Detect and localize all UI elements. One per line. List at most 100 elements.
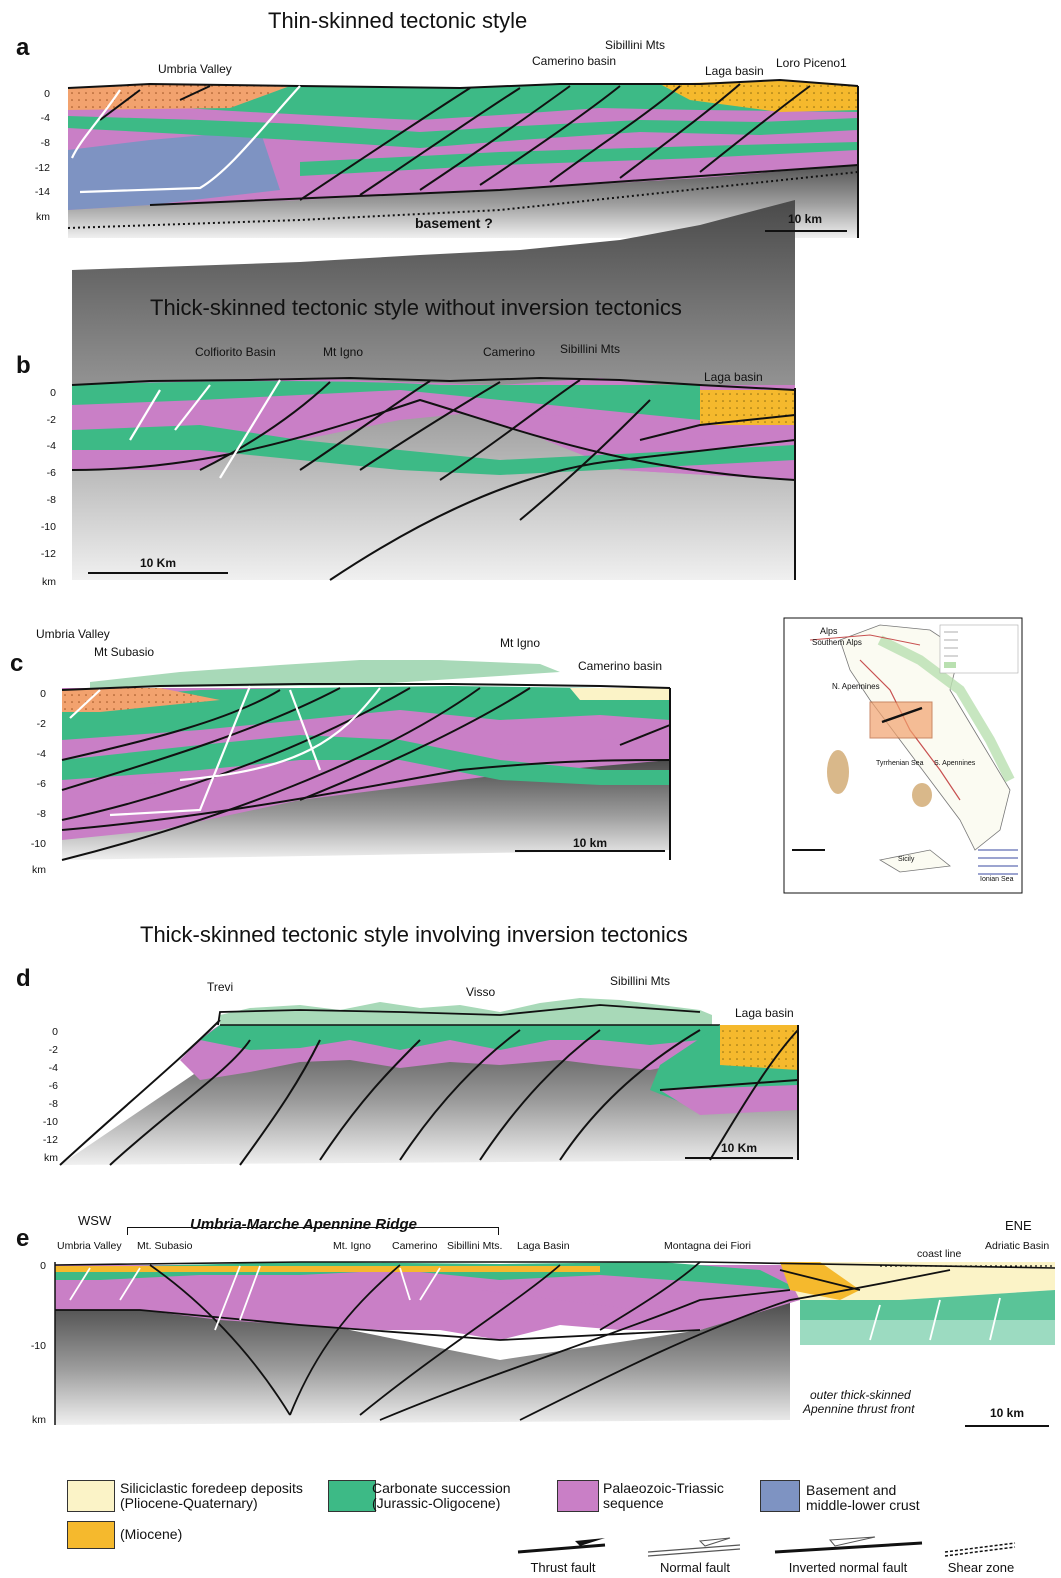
panel-d-section [59,998,799,1166]
panel-d-carbonate [200,1025,720,1050]
legend-miocene: (Miocene) [120,1526,183,1542]
label-camerino-basin-a: Camerino basin [532,54,617,68]
scalebar-b [88,572,228,574]
label-camerino-basin-c: Camerino basin [578,659,663,673]
tick-e-10: -10 [30,1340,46,1352]
legend-basement-2: middle-lower crust [806,1497,920,1513]
panel-letter-c: c [10,650,24,677]
legend-swatch-basement [760,1480,800,1512]
scalebar-e [965,1425,1049,1427]
inset-map [783,617,1023,894]
panel-c-carbonate-eroded [90,660,560,688]
legend-basement-1: Basement and [806,1482,897,1498]
label-mt-subasio-c: Mt Subasio [94,645,155,659]
legend-palaeozoic-2: sequence [603,1495,664,1511]
label-ridge: Umbria-Marche Apennine Ridge [190,1216,417,1233]
tick-c-6: -6 [36,778,46,790]
label-ene: ENE [1005,1218,1032,1233]
tick-e-km: km [32,1414,46,1426]
scale-b: 10 Km [139,556,177,570]
label-laga-d: Laga basin [735,1006,794,1020]
tick-b-4: -4 [46,440,56,452]
label-sibillini-e: Sibillini Mts. [447,1240,503,1252]
tick-b-km: km [42,576,56,588]
tick-d-12: -12 [42,1134,58,1146]
tick-a-0: 0 [44,88,50,100]
label-umbria-valley-a: Umbria Valley [158,62,232,76]
tick-d-10: -10 [42,1116,58,1128]
label-coast-line: coast line [917,1248,962,1260]
label-laga-a: Laga basin [705,64,764,78]
label-sibillini-b: Sibillini Mts [560,342,621,356]
label-montagna-dei-fiori: Montagna dei Fiori [664,1240,751,1252]
tick-c-km: km [32,864,46,876]
scale-d: 10 Km [720,1141,758,1155]
label-camerino-e: Camerino [392,1240,438,1252]
map-label-alps: Alps [820,626,838,636]
map-label-tyrrhenian: Tyrrhenian Sea [876,760,924,767]
legend-swatch-palaeozoic [557,1480,599,1512]
legend-carbonate-2: (Jurassic-Oligocene) [372,1495,501,1511]
tick-a-12: -12 [34,162,50,174]
tick-a-4: -4 [40,112,50,124]
map-label-n-apennines: N. Apennines [832,682,880,691]
label-colfiorito: Colfiorito Basin [195,345,276,359]
tick-c-4: -4 [36,748,46,760]
legend-siliciclastic-2: (Pliocene-Quaternary) [120,1495,258,1511]
label-umbria-valley-e: Umbria Valley [57,1240,122,1252]
tick-d-km: km [44,1152,58,1164]
scale-a: 10 km [787,212,823,226]
tick-a-14: -14 [34,186,50,198]
scalebar-c [515,850,665,852]
tick-c-10: -10 [30,838,46,850]
tick-d-0: 0 [52,1026,58,1038]
label-mt-igno-e: Mt. Igno [333,1240,371,1252]
tick-c-8: -8 [36,808,46,820]
label-visso: Visso [466,985,496,999]
legend-shear-zone: Shear zone [947,1560,1015,1575]
tick-b-6: -6 [46,467,56,479]
label-basement: basement ? [415,215,493,231]
scale-c: 10 km [572,836,608,850]
tick-a-km: km [36,211,50,223]
scale-e: 10 km [989,1406,1025,1420]
tick-c-0: 0 [40,688,46,700]
tick-b-10: -10 [40,521,56,533]
label-adriatic: Adriatic Basin [985,1240,1050,1252]
tick-d-4: -4 [48,1062,58,1074]
tick-b-12: -12 [40,548,56,560]
map-label-southern-alps: Southern Alps [812,638,862,647]
panel-b-carbonate [72,385,700,420]
tick-c-2: -2 [36,718,46,730]
tick-b-0: 0 [50,387,56,399]
label-sibillini-a: Sibillini Mts [605,38,666,52]
panel-a-carbonate-low [300,142,858,176]
panel-letter-a: a [16,34,30,61]
panel-letter-d: d [16,965,31,992]
tick-b-2: -2 [46,414,56,426]
legend-symbols [517,1536,1016,1557]
label-camerino-b: Camerino [483,345,536,359]
ridge-bracket [127,1227,499,1235]
map-label-sicily: Sicily [898,856,915,863]
tick-b-8: -8 [46,494,56,506]
title-thick-skinned-inversion: Thick-skinned tectonic style involving i… [140,922,688,947]
label-laga-e: Laga Basin [517,1240,570,1252]
tick-d-2: -2 [48,1044,58,1056]
label-front-2: Apennine thrust front [803,1402,915,1416]
label-sibillini-d: Sibillini Mts [610,974,671,988]
panel-e-section [54,1261,1056,1425]
label-mt-igno-c: Mt Igno [500,636,541,650]
label-trevi: Trevi [207,980,234,994]
panel-letter-b: b [16,352,31,379]
label-wsw: WSW [78,1213,112,1228]
label-laga-b: Laga basin [704,370,763,384]
legend-swatch-siliciclastic [67,1480,115,1512]
legend-swatch-carbonate [328,1480,376,1512]
title-thick-skinned: Thick-skinned tectonic style without inv… [150,295,682,320]
panel-c-section [61,660,671,861]
panel-a-section [67,78,859,238]
panel-letter-e: e [16,1225,30,1252]
tick-d-8: -8 [48,1098,58,1110]
legend-swatch-miocene [67,1521,115,1549]
